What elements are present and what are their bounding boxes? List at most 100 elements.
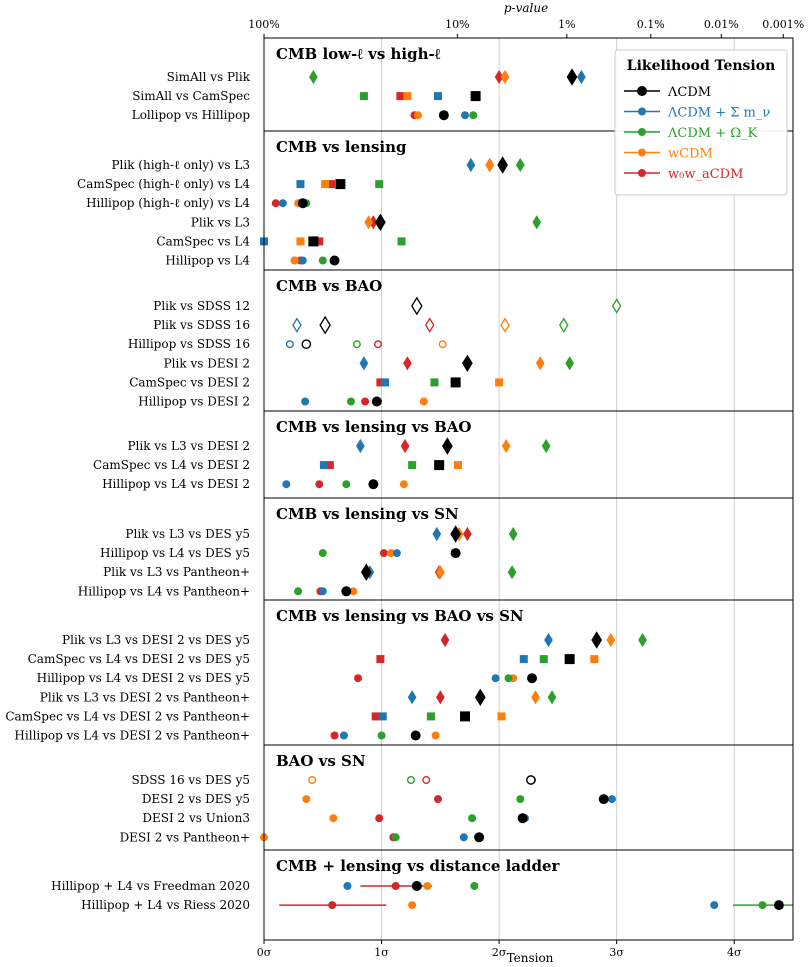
marker-OmK	[342, 480, 351, 489]
row-label: SDSS 16 vs DES y5	[131, 773, 250, 787]
marker-LCDM	[450, 525, 461, 543]
row-label: Plik (high-ℓ only) vs L3	[111, 158, 250, 172]
marker-w0wa	[325, 461, 334, 470]
marker-LCDM	[564, 654, 575, 665]
marker-w0wa	[328, 901, 337, 910]
marker-mnu	[282, 480, 291, 489]
row-label: Hillipop vs SDSS 16	[128, 337, 250, 351]
marker-wCDM	[403, 92, 412, 101]
marker-wCDM	[438, 340, 447, 349]
marker-wCDM	[431, 731, 440, 740]
marker-mnu	[432, 526, 442, 542]
x-tick-label: 4σ	[727, 946, 742, 959]
marker-OmK	[638, 632, 647, 648]
marker-mnu	[359, 356, 369, 371]
panel-title: CMB vs lensing vs BAO vs SN	[276, 607, 524, 625]
row-label: Plik vs DESI 2	[164, 356, 250, 370]
marker-mnu	[491, 674, 500, 683]
frame-layer	[263, 34, 794, 944]
marker-LCDM	[517, 813, 528, 824]
marker-OmK	[469, 111, 478, 120]
marker-LCDM	[462, 354, 473, 372]
marker-w0wa	[440, 632, 450, 648]
marker-LCDM	[319, 315, 331, 335]
marker-OmK	[359, 92, 368, 101]
marker-mnu	[378, 712, 387, 721]
marker-wCDM	[419, 397, 428, 406]
marker-w0wa	[374, 340, 383, 349]
marker-wCDM	[364, 215, 373, 230]
row-label: Hillipop vs L4 vs DESI 2 vs DES y5	[37, 671, 250, 685]
marker-mnu	[544, 632, 553, 648]
x-tick-label: 1σ	[374, 946, 389, 959]
x-axis-label: Tension	[507, 951, 554, 965]
row-label: Hillipop vs L4 vs DESI 2 vs Pantheon+	[14, 729, 250, 743]
marker-OmK	[309, 69, 318, 85]
marker-LCDM	[434, 460, 445, 471]
p-tick-label: 100%	[248, 18, 279, 31]
marker-wCDM	[423, 882, 432, 890]
marker-w0wa	[327, 180, 336, 189]
marker-OmK	[547, 690, 557, 705]
marker-LCDM	[450, 548, 461, 559]
marker-wCDM	[329, 814, 338, 823]
marker-mnu	[319, 461, 328, 470]
marker-wCDM	[435, 565, 445, 580]
marker-LCDM	[335, 179, 346, 190]
marker-LCDM	[360, 563, 372, 581]
marker-w0wa	[371, 712, 380, 721]
legend-label-mnu: ΛCDM + Σ m_ν	[667, 106, 770, 121]
marker-LCDM	[526, 775, 536, 785]
marker-w0wa	[315, 237, 324, 246]
marker-mnu	[296, 180, 305, 189]
marker-wCDM	[485, 157, 495, 173]
marker-OmK	[504, 674, 513, 683]
legend-marker-mnu	[638, 107, 646, 116]
legend-label-OmK: ΛCDM + Ω_K	[667, 126, 758, 141]
row-label: CamSpec vs L4 vs DESI 2 vs Pantheon+	[5, 709, 250, 723]
marker-OmK	[516, 795, 525, 804]
marker-OmK	[346, 397, 355, 406]
marker-wCDM	[500, 317, 510, 333]
marker-OmK	[406, 776, 415, 785]
legend: Likelihood Tension ΛCDM ΛCDM + Σ m_ν ΛCDM …	[614, 49, 788, 196]
row-label: SimAll vs CamSpec	[132, 89, 250, 103]
marker-w0wa	[379, 549, 388, 558]
x-tick-label: 3σ	[609, 946, 624, 959]
marker-w0wa	[376, 378, 385, 387]
marker-wCDM	[399, 480, 408, 489]
marker-OmK	[318, 256, 327, 265]
marker-mnu	[381, 378, 390, 387]
marker-w0wa	[361, 397, 370, 406]
marker-LCDM	[375, 213, 386, 231]
marker-wCDM	[302, 795, 311, 804]
row-label: CamSpec vs L4 vs DESI 2	[93, 458, 250, 472]
panel-title: BAO vs SN	[276, 752, 366, 770]
marker-w0wa	[396, 92, 405, 101]
marker-OmK	[391, 833, 400, 842]
marker-mnu	[298, 256, 307, 265]
marker-LCDM	[474, 832, 485, 843]
marker-OmK	[468, 814, 477, 823]
marker-mnu	[607, 795, 616, 804]
marker-mnu	[318, 587, 327, 596]
row-label: Plik vs L3 vs Pantheon+	[103, 565, 250, 579]
marker-LCDM	[773, 900, 784, 911]
marker-mnu	[433, 92, 442, 101]
p-tick-label: 0.001%	[762, 18, 804, 31]
marker-LCDM	[411, 881, 422, 891]
row-label: DESI 2 vs DES y5	[142, 792, 250, 806]
row-label: SimAll vs Plik	[167, 70, 251, 84]
marker-OmK	[294, 587, 303, 596]
marker-LCDM	[460, 711, 471, 722]
marker-wCDM	[500, 69, 510, 85]
legend-marker-LCDM	[637, 86, 647, 96]
marker-w0wa	[330, 731, 339, 740]
row-label: Plik vs L3 vs DES y5	[125, 527, 250, 541]
marker-LCDM	[450, 377, 461, 388]
marker-OmK	[377, 731, 386, 740]
x-tick-label: 0σ	[257, 946, 272, 959]
panel-title: CMB low-ℓ vs high-ℓ	[276, 45, 441, 63]
row-label: DESI 2 vs Pantheon+	[120, 830, 250, 844]
